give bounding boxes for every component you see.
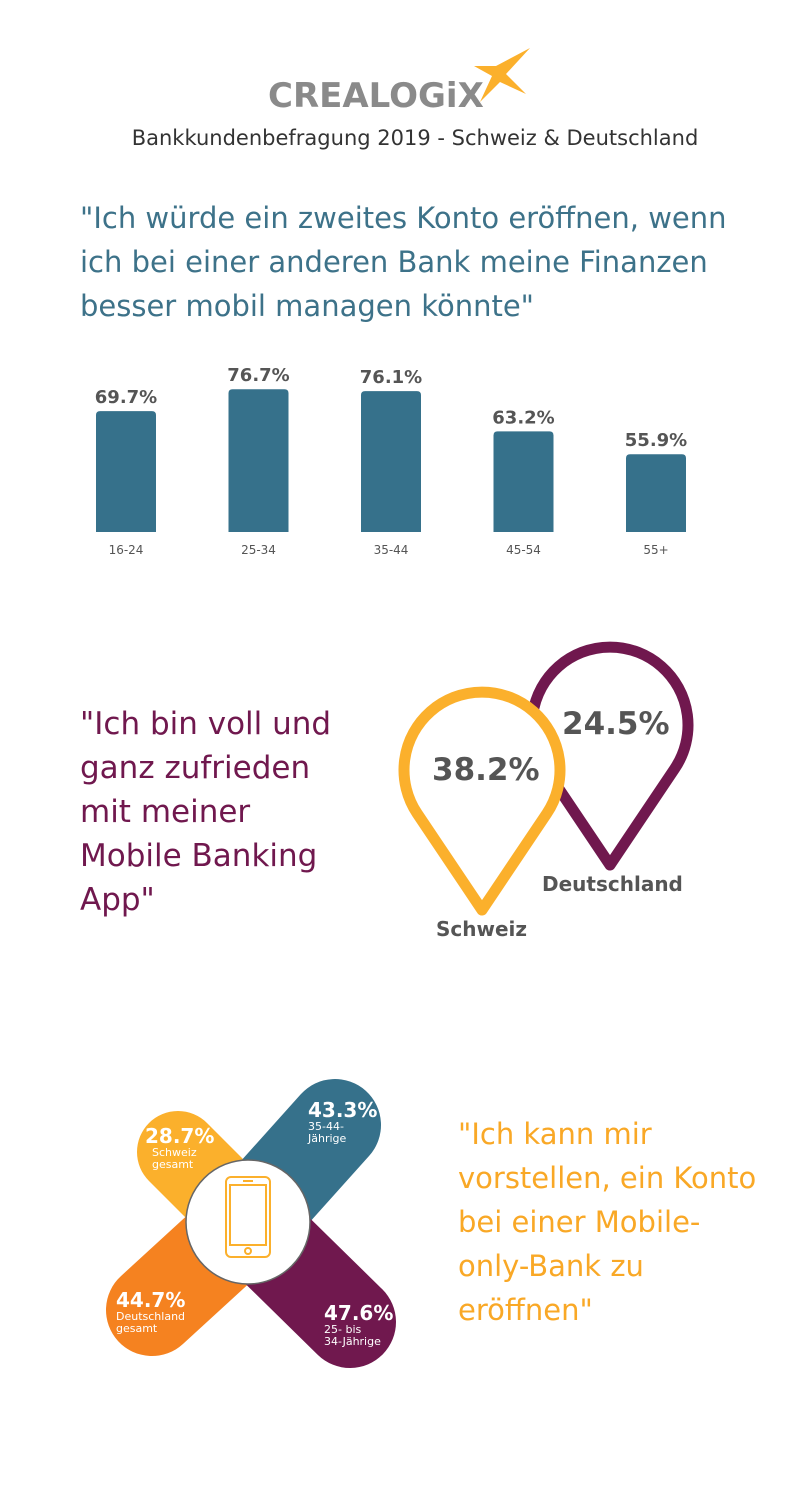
subtitle: Bankkundenbefragung 2019 - Schweiz & Deu… [131, 126, 699, 150]
bar-25-34 [228, 389, 289, 532]
star-logo-icon [474, 48, 530, 102]
quote-mobile-only-bank: "Ich kann mir vorstellen, ein Konto bei … [458, 1117, 757, 1327]
bar-value-label: 63.2% [492, 407, 554, 428]
bar-value-label: 76.1% [360, 367, 422, 388]
bar-category-label: 55+ [643, 543, 668, 557]
bar-16-24 [96, 411, 156, 532]
logo: CREALOGiX [268, 76, 484, 116]
bar-category-label: 45-54 [506, 543, 541, 557]
bar-chart: 69.7% 16-24 76.7% 25-34 76.1% 35-44 63.2% 45-54… [95, 365, 687, 557]
bar-category-label: 16-24 [109, 543, 144, 557]
cross-chart [106, 1079, 396, 1368]
label-schweiz-gesamt: 28.7% Schweiz gesamt [145, 1124, 215, 1171]
label-35-44: 43.3% 35-44- Jährige [308, 1098, 378, 1145]
deutschland-value: 24.5% [562, 706, 670, 742]
quote-second-account: "Ich würde ein zweites Konto eröffnen, w… [80, 201, 727, 323]
bar-45-54 [493, 431, 554, 532]
pin-chart: 24.5% 38.2% Deutschland Schweiz [398, 641, 694, 941]
bar-category-label: 35-44 [374, 543, 409, 557]
schweiz-label: Schweiz [436, 917, 527, 941]
bar-value-label: 55.9% [625, 430, 687, 451]
schweiz-pin [398, 686, 566, 916]
bar-category-label: 25-34 [241, 543, 276, 557]
bar-55+ [626, 454, 686, 532]
quote-satisfaction: "Ich bin voll und ganz zufrieden mit mei… [80, 706, 332, 918]
bar-35-44 [361, 391, 421, 532]
bar-value-label: 69.7% [95, 387, 157, 408]
label-deutschland-gesamt: 44.7% Deutschland gesamt [116, 1288, 186, 1335]
schweiz-value: 38.2% [432, 752, 540, 788]
smartphone-icon [225, 1176, 271, 1258]
bar-value-label: 76.7% [227, 365, 289, 386]
deutschland-label: Deutschland [542, 872, 683, 896]
label-25-34: 47.6% 25- bis 34-Jährige [324, 1301, 394, 1348]
